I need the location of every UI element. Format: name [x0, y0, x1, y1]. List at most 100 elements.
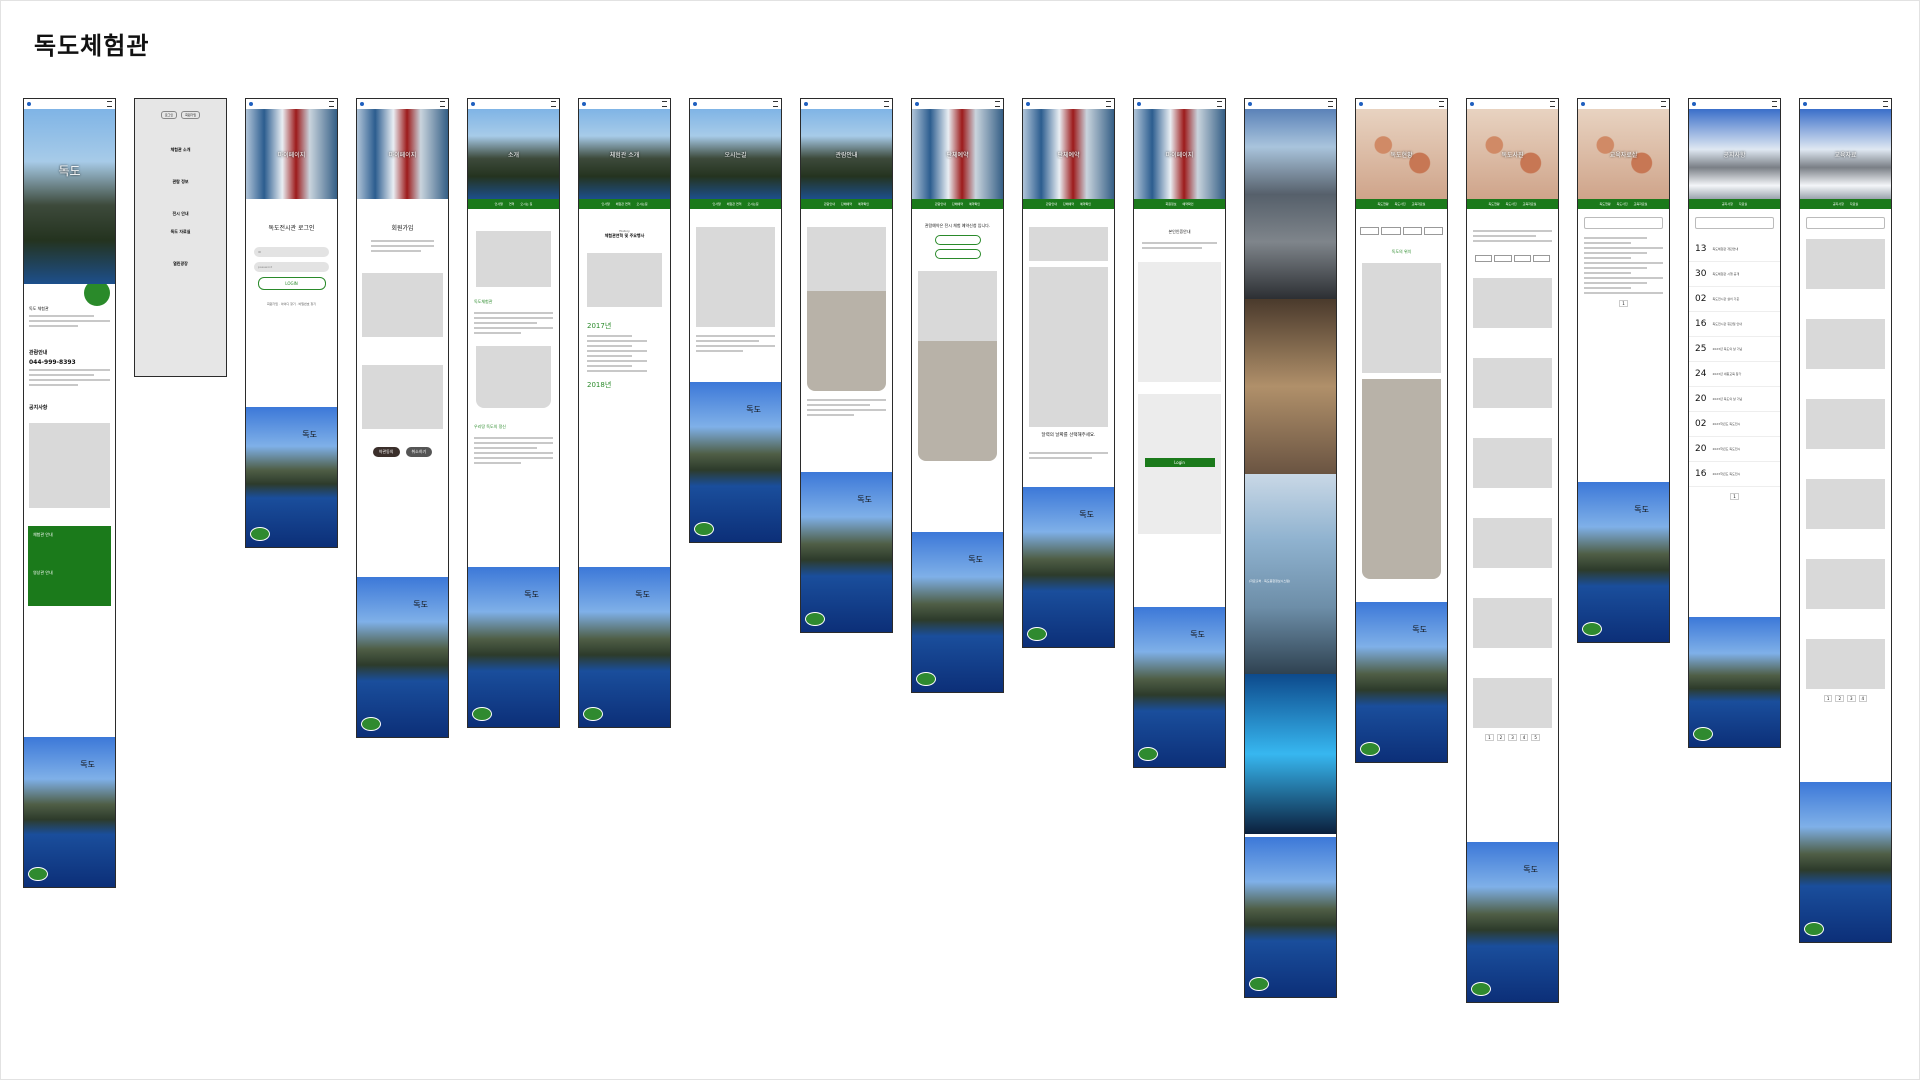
list-item[interactable]: 13 독도체험관 개관안내 [1689, 237, 1780, 262]
nav-directions[interactable]: 오시는 길 [520, 202, 533, 206]
hero-image: 관람안내 [801, 109, 892, 199]
menu-icon[interactable] [440, 101, 445, 107]
verify-heading: 본인인증안내 [1168, 229, 1191, 234]
password-input[interactable]: password [254, 262, 329, 273]
screen-join: 마이페이지 회원가입 약관동의 취소하기 독도 [356, 98, 449, 738]
photo-item-3[interactable] [1473, 438, 1552, 488]
list-item[interactable]: 30 독도체험관 시행 공개 [1689, 262, 1780, 287]
card-exhibit[interactable]: 체험관 안내 [33, 531, 53, 537]
list-item[interactable]: 20 2023학년도 독도전시 [1689, 437, 1780, 462]
gallery-item-2[interactable] [1806, 319, 1885, 369]
menu-icon[interactable] [662, 101, 667, 107]
calendar-header [1029, 227, 1108, 261]
list-item[interactable]: 16 2023학년도 독도전시 [1689, 462, 1780, 487]
search-input[interactable] [1695, 217, 1774, 229]
calendar-grid[interactable] [1029, 267, 1108, 427]
search-input[interactable] [1806, 217, 1885, 229]
photo-rocks [1245, 109, 1336, 299]
hero-title: 오시는길 [724, 152, 747, 160]
section-heading: 독도 체험관 [29, 306, 49, 311]
page-title: 독도체험관 [34, 32, 150, 60]
pagination[interactable]: 1 [1578, 300, 1669, 307]
map-image[interactable] [696, 227, 775, 327]
footer-image: 독도 [1578, 482, 1669, 642]
photo-item-2[interactable] [1473, 358, 1552, 408]
year-2017: 2017년 [587, 321, 612, 330]
nav-greeting[interactable]: 인사말 [494, 202, 503, 206]
hero-image: 마이페이지 [357, 109, 448, 199]
list-item[interactable]: 20 2023년 독도의 날 기념 [1689, 387, 1780, 412]
menu-icon[interactable] [329, 101, 334, 107]
join-tab[interactable]: 회원가입 [181, 111, 201, 119]
check-button[interactable] [934, 248, 981, 259]
footer-image: 독도 [1023, 487, 1114, 647]
footer-image: 독도 [912, 532, 1003, 692]
menu-icon[interactable] [107, 101, 112, 107]
list-item[interactable]: 02 2023학년도 독도전시 [1689, 412, 1780, 437]
menu-icon[interactable] [1106, 101, 1111, 107]
intro-image-2 [476, 346, 551, 408]
menu-icon[interactable] [1439, 101, 1444, 107]
menu-icon[interactable] [995, 101, 1000, 107]
list-item[interactable]: 24 2023년 세종교육 참가 [1689, 362, 1780, 387]
screen-menu: 로그인 회원가입 체험관 소개 관람 정보 전시 안내 독도 자료실 열린광장 [134, 98, 227, 377]
visit-info-box [807, 291, 886, 391]
menu-icon[interactable] [1772, 101, 1777, 107]
hero-title: 체험관 소개 [609, 152, 640, 160]
menu-icon[interactable] [1328, 101, 1333, 107]
hero-image: 오시는길 [690, 109, 781, 199]
menu-icon[interactable] [1883, 101, 1888, 107]
gallery-item-3[interactable] [1806, 399, 1885, 449]
verify-card[interactable] [1138, 261, 1221, 382]
menu-item-intro[interactable]: 체험관 소개 [170, 147, 191, 152]
id-input[interactable]: ID [254, 247, 329, 258]
agree-button[interactable]: 약관동의 [372, 447, 400, 458]
photo-item-6[interactable] [1473, 678, 1552, 728]
pagination[interactable]: 1 [1689, 493, 1780, 500]
list-item[interactable]: 02 독도전시관 설치 기준 [1689, 287, 1780, 312]
reserve-button[interactable] [934, 234, 981, 245]
card-video[interactable]: 영상관 안내 [33, 569, 53, 575]
menu-item-archive[interactable]: 독도 자료실 [170, 229, 191, 234]
list-item[interactable]: 16 독도전시관 휴관일 안내 [1689, 312, 1780, 337]
search-input[interactable] [1584, 217, 1663, 229]
menu-icon[interactable] [1661, 101, 1666, 107]
menu-item-plaza[interactable]: 열린광장 [173, 261, 188, 266]
login-tab[interactable]: 로그인 [160, 111, 178, 119]
menu-item-info[interactable]: 관람 정보 [172, 179, 189, 184]
login-button[interactable]: LOGIN [257, 277, 326, 291]
list-item[interactable]: 25 2023년 독도의 날 기념 [1689, 337, 1780, 362]
nav-group[interactable]: 단체예약 [840, 202, 853, 206]
photo-item-5[interactable] [1473, 598, 1552, 648]
history-label: History [619, 229, 630, 233]
gallery-item-4[interactable] [1806, 479, 1885, 529]
hero-image: 교육자료실 [1578, 109, 1669, 199]
menu-icon[interactable] [884, 101, 889, 107]
menu-icon[interactable] [1550, 101, 1555, 107]
gallery-item-5[interactable] [1806, 559, 1885, 609]
guide-icon[interactable] [84, 280, 110, 306]
nav-history[interactable]: 연혁 [508, 202, 515, 206]
screen-visit: 관람안내 관람안내 단체예약 예약확인 독도 [800, 98, 893, 633]
nav-visit[interactable]: 관람안내 [823, 202, 835, 206]
login-links[interactable]: 회원가입 · 아이디 찾기 · 비밀번호 찾기 [266, 302, 317, 307]
reservation-info [918, 340, 997, 461]
photo-item-1[interactable] [1473, 278, 1552, 328]
verify-login-button[interactable]: Login [1144, 457, 1215, 467]
gallery-item-6[interactable] [1806, 639, 1885, 689]
footer-image [1245, 837, 1336, 997]
status-image [1362, 262, 1441, 373]
menu-icon[interactable] [1217, 101, 1222, 107]
nav-confirm[interactable]: 예약확인 [858, 202, 870, 206]
gallery-item-1[interactable] [1806, 239, 1885, 289]
photo-item-4[interactable] [1473, 518, 1552, 568]
menu-item-exhibit[interactable]: 전시 안내 [172, 211, 189, 216]
screen-login: 마이페이지 독도전시관 로그인 ID password LOGIN 회원가입 ·… [245, 98, 338, 548]
footer-badge [28, 867, 48, 881]
menu-icon[interactable] [551, 101, 556, 107]
menu-icon[interactable] [773, 101, 778, 107]
cancel-button[interactable]: 취소하기 [405, 447, 433, 458]
